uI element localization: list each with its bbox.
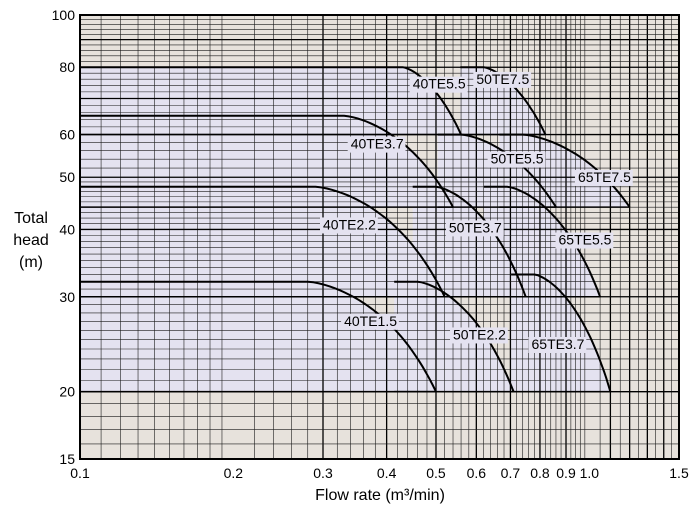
- performance-curves: [80, 66, 631, 393]
- curve-label-40TE1.5: 40TE1.5: [344, 313, 397, 329]
- curve-label-40TE3.7: 40TE3.7: [351, 136, 404, 152]
- x-tick-labels: 0.1 0.2 0.3 0.4 0.5 0.6 0.7 0.8 0.9 1.0 1.5: [70, 465, 689, 481]
- x-axis-title: Flow rate (m³/min): [315, 487, 445, 504]
- curve-labels: 40TE1.5 40TE2.2 40TE3.7 40TE5.5 50TE2.2 50TE3…: [320, 71, 633, 354]
- region-40TE1.5: [80, 281, 436, 392]
- curve-label-65TE7.5: 65TE7.5: [578, 169, 631, 185]
- curve-label-65TE5.5: 65TE5.5: [559, 232, 612, 248]
- x-tick-label: 0.3: [313, 465, 333, 481]
- curve-50TE3.7: [412, 185, 527, 298]
- y-tick-label: 30: [59, 289, 75, 305]
- x-tick-label: 1.0: [580, 465, 600, 481]
- curve-label-65TE3.7: 65TE3.7: [532, 336, 585, 352]
- x-tick-label: 0.9: [556, 465, 576, 481]
- plot-frame: [79, 14, 680, 460]
- y-axis-title-line2: head: [13, 232, 49, 249]
- curve-label-bg-50TE5.5: [487, 151, 546, 168]
- y-tick-label: 40: [59, 221, 75, 237]
- curve-label-bg-40TE1.5: [341, 313, 399, 330]
- curve-label-bg-40TE5.5: [409, 76, 468, 93]
- curve-label-bg-50TE7.5: [473, 71, 532, 88]
- x-tick-label: 0.5: [426, 465, 446, 481]
- curve-65TE5.5: [483, 185, 602, 298]
- x-tick-label: 1.5: [669, 465, 689, 481]
- curve-label-50TE7.5: 50TE7.5: [476, 71, 529, 87]
- curve-label-50TE2.2: 50TE2.2: [453, 326, 506, 342]
- y-tick-label: 50: [59, 169, 75, 185]
- y-tick-label: 15: [59, 451, 75, 467]
- y-tick-label: 60: [59, 127, 75, 143]
- x-tick-label: 0.8: [530, 465, 550, 481]
- grid-lines: [80, 15, 679, 459]
- curve-label-bg-65TE7.5: [574, 169, 633, 186]
- y-axis-title-line3: (m): [19, 254, 43, 271]
- region-40TE2.2: [80, 186, 445, 297]
- curve-label-40TE5.5: 40TE5.5: [413, 76, 466, 92]
- x-tick-label: 0.6: [467, 465, 487, 481]
- curve-50TE2.2: [394, 280, 515, 393]
- curve-label-bg-50TE3.7: [445, 220, 504, 237]
- y-tick-label: 80: [59, 59, 75, 75]
- curve-65TE3.7: [511, 273, 612, 392]
- curve-label-bg-65TE5.5: [555, 232, 614, 249]
- curve-50TE7.5: [460, 66, 547, 136]
- y-tick-label: 20: [59, 384, 75, 400]
- x-tick-label: 0.2: [224, 465, 244, 481]
- curve-label-bg-40TE2.2: [320, 217, 378, 234]
- curve-label-50TE5.5: 50TE5.5: [491, 151, 544, 167]
- curve-label-40TE2.2: 40TE2.2: [323, 216, 376, 232]
- region-40TE5.5: [80, 67, 462, 135]
- curve-65TE7.5: [499, 133, 631, 208]
- y-tick-label: 100: [52, 7, 76, 23]
- y-axis-title-line1: Total: [14, 210, 48, 227]
- x-tick-label: 0.4: [377, 465, 397, 481]
- y-tick-labels: 15 20 30 40 50 60 80 100: [52, 7, 76, 467]
- x-tick-label: 0.7: [501, 465, 521, 481]
- curve-label-bg-40TE3.7: [347, 136, 406, 153]
- curve-label-bg-65TE3.7: [528, 337, 587, 354]
- curve-label-50TE3.7: 50TE3.7: [449, 219, 502, 235]
- curve-label-bg-50TE2.2: [450, 327, 508, 344]
- x-tick-label: 0.1: [70, 465, 90, 481]
- curve-40TE2.2: [80, 185, 446, 298]
